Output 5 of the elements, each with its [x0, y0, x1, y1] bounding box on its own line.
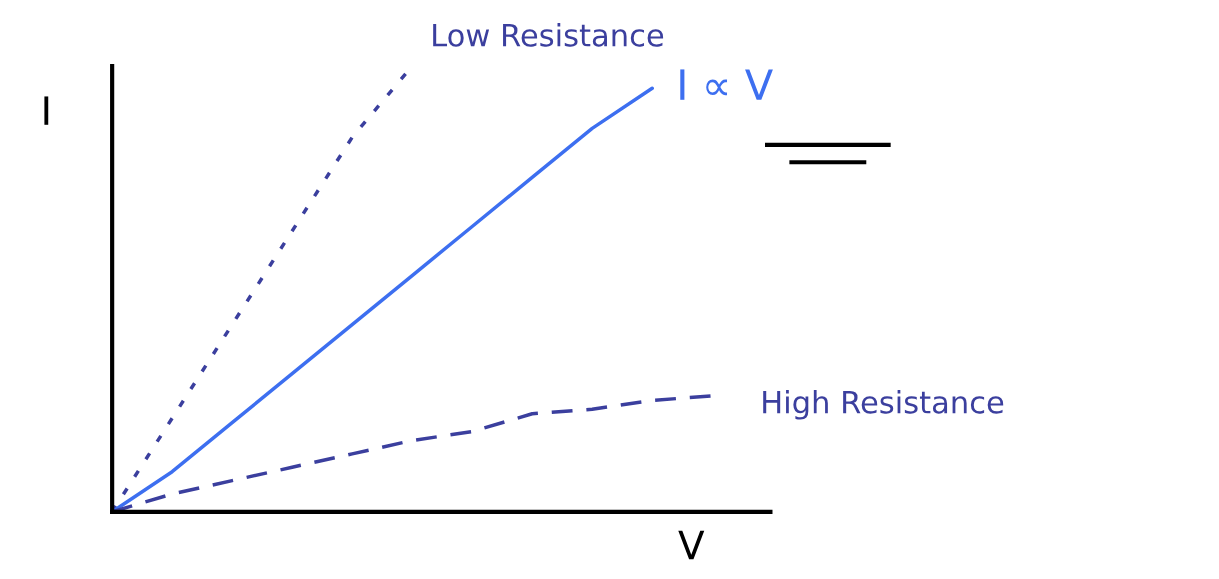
series-label: I ∝ V — [680, 69, 773, 100]
series-label: Low Resistance — [433, 23, 664, 47]
x-axis-title: V — [678, 530, 705, 560]
series-label: High Resistance — [763, 390, 1004, 420]
y-axis-title: I — [44, 96, 49, 125]
